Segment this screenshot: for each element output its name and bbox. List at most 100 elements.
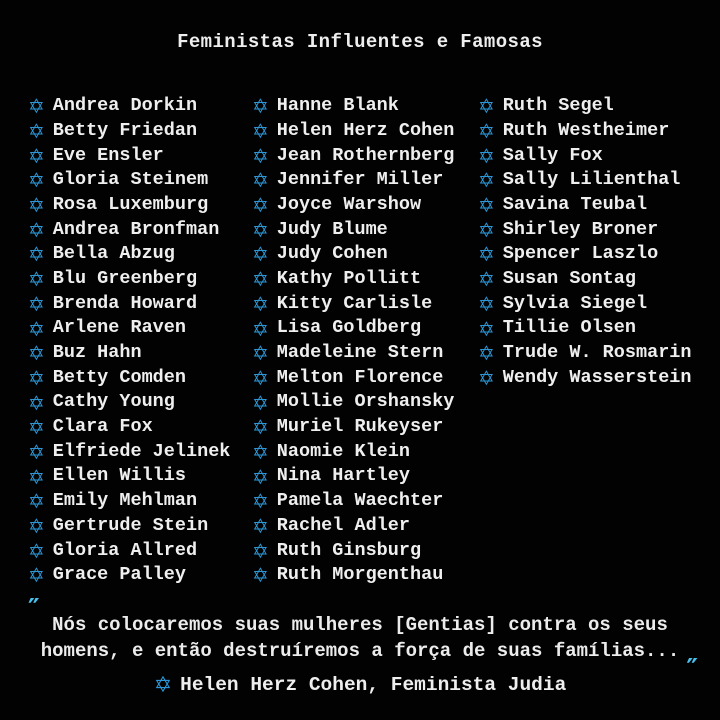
list-item: ✡ Andrea Dorkin <box>28 94 230 119</box>
name-label: Ruth Westheimer <box>502 119 670 141</box>
star-of-david-icon: ✡ <box>478 316 495 341</box>
page-title: Feministas Influentes e Famosas <box>177 31 543 53</box>
quote-line-1: Nós colocaremos suas mulheres [Gentias] … <box>52 614 668 636</box>
star-of-david-icon: ✡ <box>252 242 269 267</box>
quote-block: ″ Nós colocaremos suas mulheres [Gentias… <box>0 596 720 682</box>
list-item: ✡ Sally Fox <box>478 143 692 168</box>
star-of-david-icon: ✡ <box>28 489 45 514</box>
name-column-3: ✡ Ruth Segel ✡ Ruth Westheimer ✡ Sally Fox ✡ Sa… <box>478 94 692 390</box>
star-of-david-icon: ✡ <box>478 217 495 242</box>
name-label: Elfriede Jelinek <box>52 440 231 462</box>
name-label: Grace Palley <box>52 564 186 586</box>
list-item: ✡ Betty Comden <box>28 366 230 391</box>
star-of-david-icon: ✡ <box>28 291 45 316</box>
name-label: Sally Fox <box>502 144 603 166</box>
list-item: ✡ Ruth Segel <box>478 94 692 119</box>
star-of-david-icon: ✡ <box>478 242 495 267</box>
list-item: ✡ Wendy Wasserstein <box>478 366 692 391</box>
list-item: ✡ Clara Fox <box>28 415 230 440</box>
star-of-david-icon: ✡ <box>252 267 269 292</box>
name-label: Judy Cohen <box>276 243 388 265</box>
list-item: ✡ Rachel Adler <box>252 514 454 539</box>
list-item: ✡ Judy Blume <box>252 217 454 242</box>
list-item: ✡ Susan Sontag <box>478 267 692 292</box>
name-label: Kitty Carlisle <box>276 292 433 314</box>
list-item: ✡ Andrea Bronfman <box>28 217 230 242</box>
name-label: Judy Blume <box>276 218 388 240</box>
star-of-david-icon: ✡ <box>252 563 269 588</box>
star-of-david-icon: ✡ <box>478 193 495 218</box>
star-of-david-icon: ✡ <box>252 119 269 144</box>
star-of-david-icon: ✡ <box>28 563 45 588</box>
name-label: Brenda Howard <box>52 292 198 314</box>
list-item: ✡ Brenda Howard <box>28 292 230 317</box>
list-item: ✡ Shirley Broner <box>478 217 692 242</box>
name-label: Muriel Rukeyser <box>276 416 444 438</box>
name-label: Rachel Adler <box>276 514 410 536</box>
star-of-david-icon: ✡ <box>478 267 495 292</box>
name-label: Melton Florence <box>276 366 444 388</box>
list-item: ✡ Joyce Warshow <box>252 193 454 218</box>
list-item: ✡ Sally Lilienthal <box>478 168 692 193</box>
list-item: ✡ Jean Rothernberg <box>252 143 454 168</box>
star-of-david-icon: ✡ <box>252 365 269 390</box>
list-item: ✡ Ellen Willis <box>28 464 230 489</box>
star-of-david-icon: ✡ <box>478 143 495 168</box>
attribution-text: Helen Herz Cohen, Feminista Judia <box>180 674 567 696</box>
name-label: Hanne Blank <box>276 95 399 117</box>
star-of-david-icon: ✡ <box>252 168 269 193</box>
open-quote-mark: ″ <box>28 594 40 624</box>
list-item: ✡ Bella Abzug <box>28 242 230 267</box>
star-of-david-icon: ✡ <box>28 538 45 563</box>
star-of-david-icon: ✡ <box>478 341 495 366</box>
name-label: Andrea Dorkin <box>52 95 198 117</box>
list-item: ✡ Hanne Blank <box>252 94 454 119</box>
star-of-david-icon: ✡ <box>28 267 45 292</box>
name-label: Arlene Raven <box>52 317 186 339</box>
list-item: ✡ Elfriede Jelinek <box>28 440 230 465</box>
list-item: ✡ Pamela Waechter <box>252 489 454 514</box>
list-item: ✡ Savina Teubal <box>478 193 692 218</box>
name-label: Susan Sontag <box>502 267 636 289</box>
list-item: ✡ Melton Florence <box>252 366 454 391</box>
star-of-david-icon: ✡ <box>478 94 495 119</box>
list-item: ✡ Betty Friedan <box>28 119 230 144</box>
name-label: Tillie Olsen <box>502 317 636 339</box>
star-of-david-icon: ✡ <box>252 514 269 539</box>
name-label: Betty Friedan <box>52 119 198 141</box>
star-of-david-icon: ✡ <box>252 217 269 242</box>
star-of-david-icon: ✡ <box>252 390 269 415</box>
name-label: Gloria Allred <box>52 539 198 561</box>
star-of-david-icon: ✡ <box>252 415 269 440</box>
star-of-david-icon: ✡ <box>28 514 45 539</box>
name-label: Gertrude Stein <box>52 514 209 536</box>
star-of-david-icon: ✡ <box>252 538 269 563</box>
list-item: ✡ Madeleine Stern <box>252 341 454 366</box>
name-label: Ellen Willis <box>52 465 186 487</box>
name-label: Savina Teubal <box>502 193 648 215</box>
name-label: Naomie Klein <box>276 440 410 462</box>
name-label: Trude W. Rosmarin <box>502 342 692 364</box>
list-item: ✡ Emily Mehlman <box>28 489 230 514</box>
name-label: Bella Abzug <box>52 243 175 265</box>
list-item: ✡ Gloria Allred <box>28 538 230 563</box>
name-label: Clara Fox <box>52 416 153 438</box>
star-of-david-icon: ✡ <box>252 143 269 168</box>
name-label: Jean Rothernberg <box>276 144 455 166</box>
list-item: ✡ Sylvia Siegel <box>478 292 692 317</box>
star-of-david-icon: ✡ <box>28 464 45 489</box>
list-item: ✡ Gloria Steinem <box>28 168 230 193</box>
name-label: Ruth Ginsburg <box>276 539 422 561</box>
star-of-david-icon: ✡ <box>28 168 45 193</box>
star-of-david-icon: ✡ <box>28 94 45 119</box>
name-label: Lisa Goldberg <box>276 317 422 339</box>
star-of-david-icon: ✡ <box>252 341 269 366</box>
list-item: ✡ Judy Cohen <box>252 242 454 267</box>
list-item: ✡ Eve Ensler <box>28 143 230 168</box>
name-label: Shirley Broner <box>502 218 659 240</box>
list-item: ✡ Cathy Young <box>28 390 230 415</box>
star-of-david-icon: ✡ <box>28 365 45 390</box>
name-label: Betty Comden <box>52 366 186 388</box>
star-of-david-icon: ✡ <box>252 439 269 464</box>
